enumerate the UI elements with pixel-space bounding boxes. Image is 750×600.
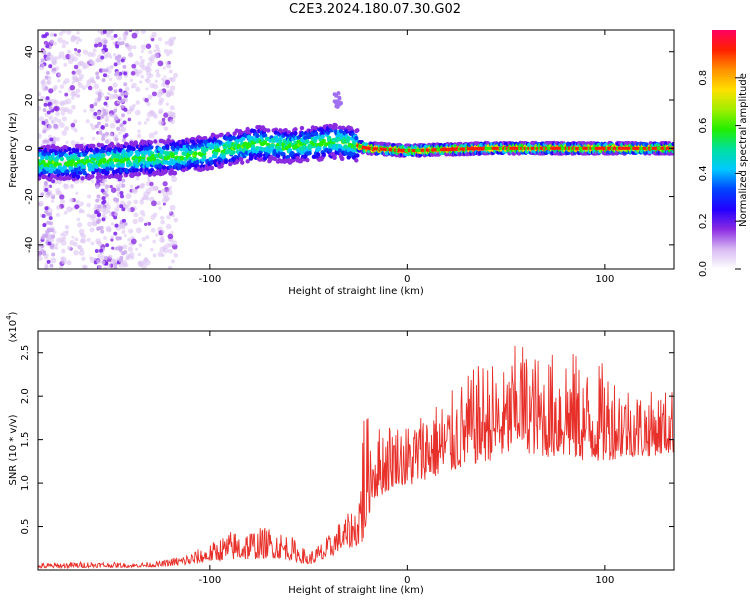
x-tick-label: 100 [595,575,614,586]
x-tick-label: 100 [595,274,614,285]
y-tick-label: 20 [24,94,35,107]
x-tick-label: -100 [198,575,221,586]
y-tick-label: 0.5 [20,519,31,535]
y-tick-label: 2.0 [20,388,31,404]
y-tick-label: -20 [24,188,35,204]
y-tick-label: -40 [24,237,35,253]
top-y-axis-label: Frequency (Hz) [8,112,19,188]
y-tick-label: 40 [24,45,35,58]
bottom-plot-frame [37,330,675,571]
x-tick-label: 0 [404,274,410,285]
y-multiplier-label: (x104) [5,311,19,342]
bottom-x-axis-label: Height of straight line (km) [288,585,424,596]
colorbar-tick-label: 0.8 [698,70,709,86]
x-tick-label: 0 [404,575,410,586]
y-tick-label: 2.5 [20,345,31,361]
colorbar-tick-label: 0.6 [698,118,709,134]
snr-series-line [38,345,674,570]
figure-title: C2E3.2024.180.07.30.G02 [288,2,462,17]
colorbar-tick-label: 0.2 [698,213,709,229]
heatmap-cells [38,30,674,269]
y-tick-label: 1.0 [20,475,31,491]
bottom-y-axis-label: SNR (10 * v/v) [8,414,19,485]
colorbar-tick-label: 0.0 [698,261,709,277]
y-tick-label: 0 [24,145,35,151]
top-x-axis-label: Height of straight line (km) [288,286,424,297]
colorbar-label: Normalized spectral amplitude [738,73,749,227]
x-tick-label: -100 [198,274,221,285]
colorbar-tick-label: 0.4 [698,165,709,181]
top-plot-frame [37,29,675,270]
colorbar [712,30,736,269]
y-tick-label: 1.5 [20,432,31,448]
